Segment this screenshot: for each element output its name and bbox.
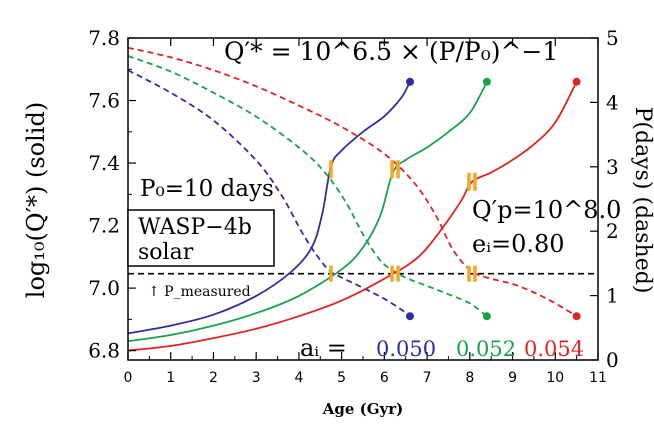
- formula-annotation: Q′* = 10^6.5 × (P/P₀)^−1: [224, 37, 558, 66]
- endpoint-solid-0.050: [406, 77, 414, 86]
- y-right-tick-label-1: 1: [606, 284, 619, 308]
- series-solid-0.054: [127, 81, 578, 352]
- series-dashed-0.054: [127, 46, 578, 317]
- ai-value-0050: 0.050: [376, 337, 436, 361]
- y-left-tick-label-7.2: 7.2: [88, 214, 120, 238]
- y-right-tick-label-5: 5: [606, 26, 619, 50]
- series-layer: [127, 46, 581, 352]
- y-left-tick-label-7.6: 7.6: [88, 89, 120, 113]
- y-right-tick-label-2: 2: [606, 219, 619, 243]
- x-tick-label-5: 5: [337, 370, 346, 386]
- legend-box: [127, 209, 275, 267]
- x-tick-label-9: 9: [508, 370, 517, 386]
- series-solid-0.052: [127, 81, 488, 343]
- y-left-tick-label-7.0: 7.0: [88, 276, 120, 300]
- x-tick-label-7: 7: [423, 370, 432, 386]
- legend-box-line2: solar: [138, 240, 194, 265]
- marker-layer: [329, 160, 477, 282]
- x-tick-label-10: 10: [546, 370, 564, 386]
- y-left-tick-label-6.8: 6.8: [88, 339, 120, 363]
- qp-annotation: Q′p=10^8.0: [472, 196, 621, 224]
- y-axis-left-label: log₁₀(Q′*) (solid): [22, 102, 50, 298]
- y-right-tick-label-3: 3: [606, 155, 619, 179]
- y-right-tick-label-0: 0: [606, 348, 619, 372]
- ei-annotation: eᵢ=0.80: [472, 230, 565, 258]
- x-tick-label-2: 2: [209, 370, 218, 386]
- x-tick-label-1: 1: [166, 370, 175, 386]
- legend-box-line1: WASP−4b: [138, 215, 252, 240]
- p-measured-annotation: ↑ P_measured: [148, 284, 251, 300]
- y-left-tick-label-7.8: 7.8: [88, 26, 120, 50]
- x-tick-label-8: 8: [465, 370, 474, 386]
- x-tick-label-11: 11: [589, 370, 607, 386]
- tick-layer: 0 1 2 3 4 5 6 7 8 9 10 11 6.8 7.0 7.2 7.4 7.6 7.8 0 1 2 3 4 5: [88, 26, 619, 386]
- endpoint-dashed-0.054: [572, 312, 581, 321]
- series-dashed-0.052: [127, 55, 488, 317]
- series-solid-0.050: [127, 81, 411, 335]
- y-right-tick-label-4: 4: [606, 90, 619, 114]
- endpoint-solid-0.054: [572, 77, 581, 86]
- x-axis-label: Age (Gyr): [322, 400, 404, 418]
- ai-label: aᵢ =: [300, 334, 347, 362]
- endpoint-solid-0.052: [482, 77, 491, 86]
- y-left-tick-label-7.4: 7.4: [88, 151, 120, 175]
- x-tick-label-6: 6: [380, 370, 389, 386]
- y-axis-right-label: P(days) (dashed): [630, 107, 654, 294]
- x-tick-label-4: 4: [294, 370, 303, 386]
- endpoint-dashed-0.052: [482, 312, 491, 321]
- p0-annotation: P₀=10 days: [140, 176, 274, 202]
- ai-value-0052: 0.052: [456, 337, 516, 361]
- x-tick-label-0: 0: [124, 370, 133, 386]
- x-tick-label-3: 3: [252, 370, 261, 386]
- endpoint-dashed-0.050: [406, 312, 414, 321]
- series-dashed-0.050: [127, 69, 411, 317]
- ai-value-0054: 0.054: [524, 337, 584, 361]
